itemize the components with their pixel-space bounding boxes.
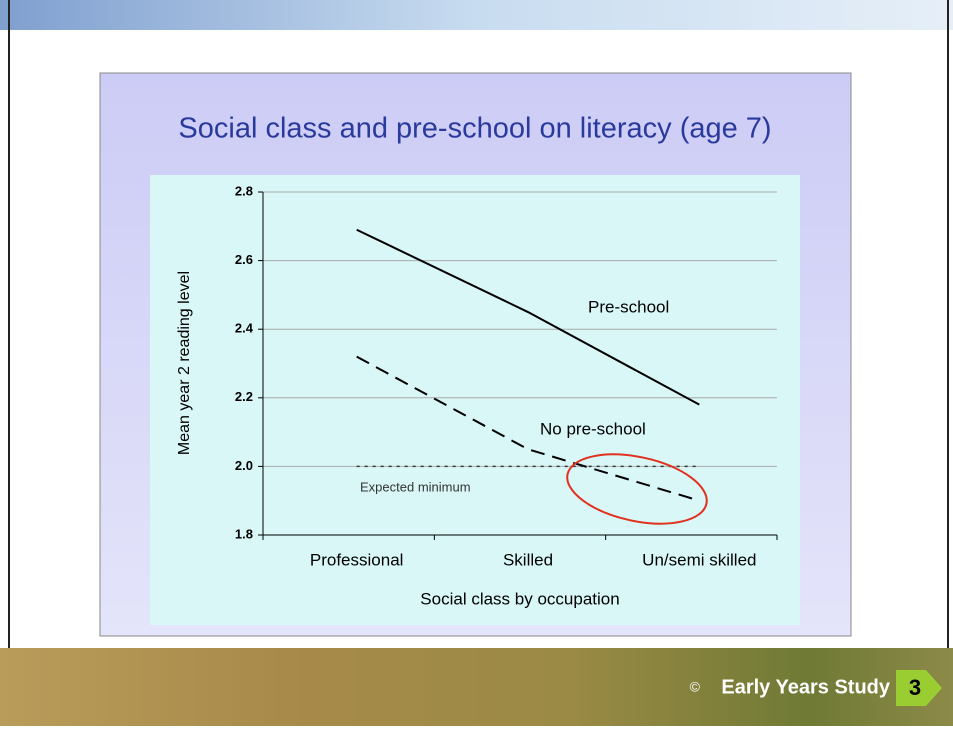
x-tick-label: Skilled (503, 550, 553, 569)
series-label: Expected minimum (360, 479, 471, 494)
y-tick-label: 2.8 (235, 183, 253, 198)
y-axis-label: Mean year 2 reading level (176, 271, 193, 455)
series-label: No pre-school (540, 419, 646, 438)
page: Social class and pre-school on literacy … (0, 0, 953, 726)
series-label: Pre-school (588, 297, 669, 316)
x-tick-label: Professional (310, 550, 404, 569)
y-tick-label: 2.6 (235, 252, 253, 267)
copyright: © (690, 679, 701, 695)
page-number: 3 (909, 675, 921, 700)
y-tick-label: 2.2 (235, 389, 253, 404)
x-axis-label: Social class by occupation (420, 589, 619, 608)
y-tick-label: 2.0 (235, 458, 253, 473)
y-tick-label: 1.8 (235, 526, 253, 541)
y-tick-label: 2.4 (235, 321, 254, 336)
chart-title: Social class and pre-school on literacy … (178, 113, 771, 145)
top-band (0, 0, 953, 30)
x-tick-label: Un/semi skilled (642, 550, 756, 569)
footer-text: Early Years Study (721, 676, 891, 698)
slide: Social class and pre-school on literacy … (0, 0, 953, 726)
